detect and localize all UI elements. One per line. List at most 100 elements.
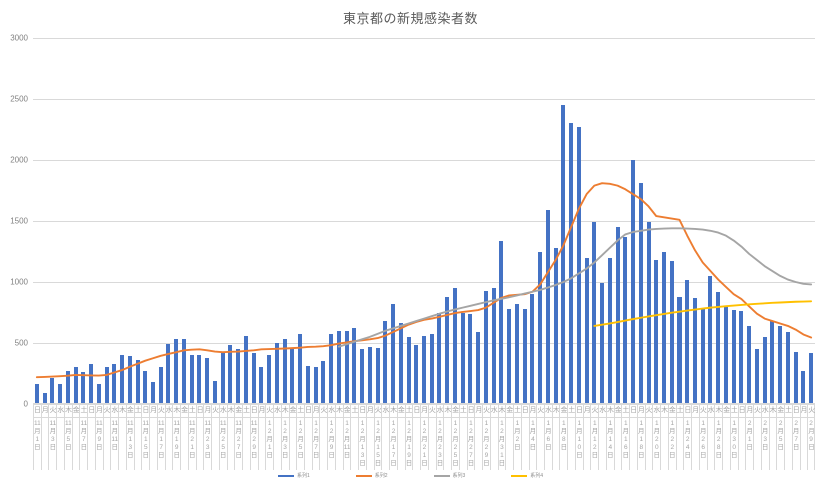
y-axis-tick-label: 3000 bbox=[10, 33, 28, 43]
category-day-of-week-label: 金 bbox=[343, 407, 351, 414]
bar bbox=[615, 227, 620, 404]
category-date-label: 12月9日 bbox=[328, 420, 335, 459]
category-axis-cell: 月 12月7日 bbox=[311, 404, 320, 470]
category-axis-cell: 木 11月19日 bbox=[172, 404, 180, 470]
category-axis-cell: 金 1月8日 bbox=[559, 404, 567, 470]
category-date-label: 11月1日 bbox=[34, 420, 41, 451]
category-axis-cell: 日 11月29日 bbox=[249, 404, 258, 470]
category-date-label: 1月18日 bbox=[638, 420, 645, 459]
category-axis-cell: 火 bbox=[319, 404, 327, 470]
category-axis-cell: 火 12月29日 bbox=[482, 404, 490, 470]
category-axis-cell: 水 bbox=[164, 404, 173, 470]
category-date-label: 11月17日 bbox=[157, 420, 165, 459]
category-day-of-week-label: 水 bbox=[653, 407, 661, 414]
bar bbox=[50, 378, 55, 404]
category-day-of-week-label: 火 bbox=[157, 407, 165, 414]
category-day-of-week-label: 水 bbox=[274, 407, 282, 414]
category-day-of-week-label: 土 bbox=[351, 407, 359, 414]
bar bbox=[352, 328, 357, 404]
category-axis-cell: 木 1月14日 bbox=[605, 404, 614, 470]
category-axis-cell: 月 bbox=[40, 404, 49, 470]
category-axis-cell: 火 bbox=[753, 404, 761, 470]
category-axis-cell: 土 11月7日 bbox=[79, 404, 87, 470]
category-axis-cell: 火 bbox=[536, 404, 544, 470]
category-axis-cell: 月 bbox=[691, 404, 699, 470]
legend-item[interactable]: 系列4 bbox=[511, 472, 543, 479]
category-day-of-week-label: 月 bbox=[746, 407, 754, 414]
category-day-of-week-label: 日 bbox=[88, 407, 96, 414]
bar bbox=[127, 356, 132, 404]
category-day-of-week-label: 月 bbox=[637, 407, 645, 414]
bar bbox=[491, 288, 496, 404]
category-date-label: 11月23日 bbox=[204, 420, 212, 459]
category-axis-cell: 水 1月20日 bbox=[652, 404, 660, 470]
bar bbox=[406, 336, 411, 404]
category-axis-cell: 木 11月5日 bbox=[63, 404, 72, 470]
bar bbox=[150, 382, 155, 404]
plot-area: 0 500 1000 1500 2000 2500 3000 bbox=[10, 34, 815, 409]
bar bbox=[360, 349, 365, 404]
line-series-path bbox=[37, 183, 811, 377]
bar bbox=[135, 360, 140, 404]
category-axis-cell: 月 11月23日 bbox=[203, 404, 211, 470]
category-axis-cell: 水 bbox=[273, 404, 281, 470]
category-axis-cell: 水 bbox=[56, 404, 64, 470]
category-date-label: 1月12日 bbox=[591, 420, 599, 459]
category-day-of-week-label: 木 bbox=[552, 407, 560, 414]
category-date-label: 11月9日 bbox=[95, 420, 103, 451]
category-day-of-week-label: 木 bbox=[498, 407, 506, 414]
category-day-of-week-label: 木 bbox=[444, 407, 452, 414]
category-day-of-week-label: 火 bbox=[49, 407, 57, 414]
category-axis-cell: 日 1月10日 bbox=[574, 404, 583, 470]
bar bbox=[236, 349, 241, 404]
category-date-label: 12月27日 bbox=[467, 420, 475, 467]
category-day-of-week-label: 水 bbox=[111, 407, 119, 414]
bar bbox=[228, 345, 233, 404]
category-axis-cell: 火 bbox=[211, 404, 219, 470]
legend-item[interactable]: 系列1 bbox=[277, 472, 310, 479]
category-date-label: 12月21日 bbox=[421, 420, 428, 467]
bar bbox=[73, 367, 78, 404]
category-axis-cell: 土 1月16日 bbox=[621, 404, 629, 470]
category-day-of-week-label: 月 bbox=[95, 407, 103, 414]
category-date-label: 12月25日 bbox=[452, 420, 459, 467]
bar bbox=[646, 222, 651, 404]
bar bbox=[723, 306, 728, 404]
bar bbox=[383, 321, 388, 404]
category-date-label: 1月14日 bbox=[607, 420, 614, 459]
category-day-of-week-label: 火 bbox=[808, 407, 816, 414]
category-axis-cell: 木 bbox=[443, 404, 451, 470]
bar bbox=[166, 344, 171, 404]
legend-item[interactable]: 系列2 bbox=[355, 472, 388, 479]
bar bbox=[561, 105, 566, 404]
legend-label: 系列3 bbox=[452, 473, 466, 479]
category-date-label: 12月23日 bbox=[436, 420, 444, 467]
bar bbox=[584, 257, 589, 404]
category-axis-cell: 金 bbox=[505, 404, 513, 470]
category-day-of-week-label: 土 bbox=[243, 407, 251, 414]
category-day-of-week-label: 土 bbox=[297, 407, 305, 414]
bar bbox=[754, 349, 759, 404]
category-day-of-week-label: 木 bbox=[769, 407, 777, 414]
bar bbox=[514, 303, 519, 404]
category-day-of-week-label: 月 bbox=[692, 407, 700, 414]
legend-item[interactable]: 系列3 bbox=[433, 472, 466, 479]
category-axis-cell: 火 bbox=[102, 404, 111, 470]
bar bbox=[576, 127, 581, 404]
category-day-of-week-label: 水 bbox=[707, 407, 715, 414]
bar bbox=[437, 312, 442, 404]
category-date-label: 2月7日 bbox=[792, 420, 800, 451]
category-axis-cell: 金 11月27日 bbox=[234, 404, 242, 470]
bar bbox=[607, 257, 612, 404]
category-date-label: 1月22日 bbox=[669, 420, 676, 459]
category-axis-cell: 火 2月9日 bbox=[807, 404, 815, 470]
category-day-of-week-label: 土 bbox=[514, 407, 522, 414]
category-axis-cell: 日 12月13日 bbox=[358, 404, 366, 470]
category-axis-cell: 土 bbox=[133, 404, 142, 470]
category-axis-cell: 火 11月17日 bbox=[156, 404, 165, 470]
category-day-of-week-label: 金 bbox=[181, 407, 189, 414]
bar bbox=[212, 380, 217, 404]
line-series-path bbox=[339, 228, 811, 346]
category-day-of-week-label: 火 bbox=[212, 407, 220, 414]
